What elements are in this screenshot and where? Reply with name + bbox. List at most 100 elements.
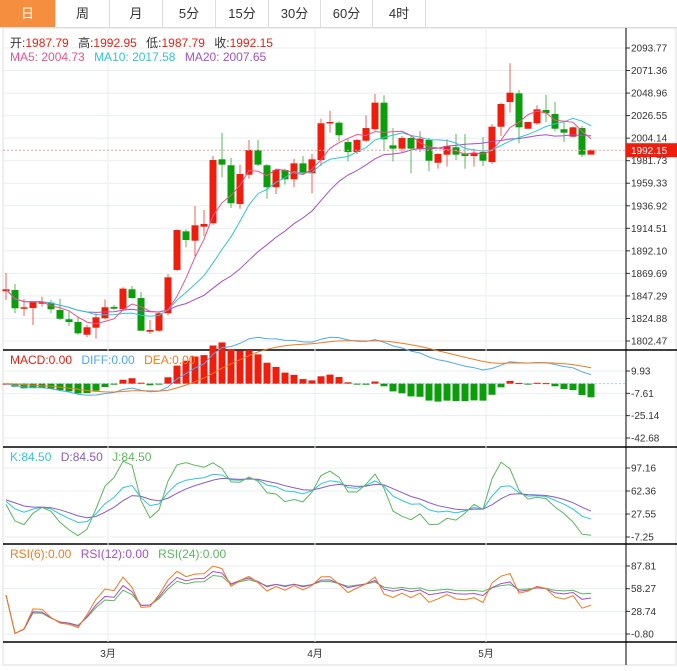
macd-bar <box>146 383 154 386</box>
tab-week[interactable]: 周 <box>56 0 110 27</box>
candle <box>182 229 190 248</box>
macd-bar <box>578 383 586 396</box>
macd-bar <box>443 383 451 401</box>
open-value: 1987.79 <box>25 36 69 50</box>
candle <box>173 229 181 271</box>
candle <box>335 121 343 142</box>
main-axis-label: 1892.10 <box>631 246 668 257</box>
candle <box>389 128 397 162</box>
macd-bar <box>497 383 505 388</box>
candle <box>425 137 433 172</box>
candle <box>65 311 73 326</box>
candle-body <box>506 92 514 102</box>
main-axis-label: 1959.33 <box>631 179 668 190</box>
macd-bar <box>479 383 487 401</box>
candle-body <box>551 113 559 129</box>
macd-bar <box>29 383 37 389</box>
macd-bar <box>128 378 136 384</box>
rsi-legend: RSI(6):0.00 RSI(12):0.00 RSI(24):0.00 <box>10 547 232 561</box>
rsi-axis-label: -0.80 <box>631 630 654 641</box>
rsi24-value: RSI(24):0.00 <box>158 547 227 561</box>
candle-body <box>380 102 388 140</box>
candle-body <box>245 149 253 175</box>
rsi-axis-label: 58.27 <box>631 584 656 595</box>
candle <box>497 102 505 136</box>
macd-axis-label: -42.68 <box>631 434 660 445</box>
macd-axis-label: 9.93 <box>631 367 651 378</box>
rsi24-line <box>5 574 592 635</box>
candle-body <box>218 159 226 165</box>
tab-15min[interactable]: 15分 <box>216 0 269 27</box>
kdj-axis-label: -7.25 <box>631 533 654 544</box>
macd-bar <box>425 383 433 401</box>
macd-bar <box>344 382 352 384</box>
current-price-label: 1992.15 <box>631 146 668 157</box>
macd-bar <box>227 349 235 384</box>
macd-bar <box>380 383 388 387</box>
candle-body <box>128 289 136 299</box>
x-axis-label: 3月 <box>100 648 116 660</box>
macd-bar <box>200 355 208 384</box>
candle <box>461 133 469 169</box>
macd-bar <box>281 372 289 384</box>
main-axis-label: 2004.14 <box>631 134 668 145</box>
macd-bar <box>2 383 10 385</box>
candle <box>470 148 478 167</box>
candle-body <box>587 150 595 155</box>
candle <box>515 90 523 144</box>
candle-body <box>317 123 325 161</box>
candle-body <box>560 129 568 133</box>
macd-bar <box>407 383 415 397</box>
rsi6-line <box>5 565 592 635</box>
x-axis-label: 5月 <box>478 648 494 660</box>
candle-body <box>578 128 586 155</box>
tab-4hour[interactable]: 4时 <box>373 0 426 27</box>
candle <box>155 311 163 332</box>
candle-body <box>227 165 235 204</box>
candle-body <box>470 153 478 156</box>
kdj-axis-label: 27.55 <box>631 510 656 521</box>
candle <box>479 137 487 166</box>
candle-body <box>20 307 28 309</box>
macd-bar <box>353 383 361 385</box>
ohlc-legend: 开:1987.79 高:1992.95 低:1987.79 收:1992.15 <box>10 34 279 51</box>
candle-body <box>488 126 496 163</box>
macd-bar <box>74 383 82 394</box>
tab-day[interactable]: 日 <box>0 0 56 27</box>
candle-body <box>434 153 442 163</box>
macd-bar <box>506 380 514 384</box>
ma10-line <box>5 117 592 317</box>
rsi12-value: RSI(12):0.00 <box>80 547 149 561</box>
candle <box>209 155 217 225</box>
candle <box>263 163 271 199</box>
candle <box>101 299 109 320</box>
tab-30min[interactable]: 30分 <box>269 0 321 27</box>
macd-bar <box>308 380 316 384</box>
macd-bar <box>362 383 370 385</box>
tab-month[interactable]: 月 <box>110 0 163 27</box>
macd-bar <box>173 365 181 384</box>
candle <box>560 121 568 143</box>
candle-body <box>344 142 352 152</box>
main-axis-label: 1802.47 <box>631 337 668 348</box>
candle <box>299 155 307 175</box>
candle-body <box>65 319 73 322</box>
candle <box>326 110 334 133</box>
rsi-axis-label: 87.81 <box>631 562 656 573</box>
candle <box>380 95 388 151</box>
candle <box>254 140 262 166</box>
candle <box>506 63 514 113</box>
macd-bar <box>389 383 397 392</box>
tab-5min[interactable]: 5分 <box>163 0 216 27</box>
candle <box>227 158 235 208</box>
main-axis-label: 1869.69 <box>631 269 668 280</box>
candle-body <box>533 109 541 124</box>
candle-body <box>191 225 199 241</box>
open-label: 开: <box>10 36 26 50</box>
candle <box>308 153 316 194</box>
macd-bar <box>515 383 523 385</box>
tab-60min[interactable]: 60分 <box>321 0 373 27</box>
kdj-axis-label: 97.16 <box>631 464 656 475</box>
x-axis-label: 4月 <box>307 648 323 660</box>
